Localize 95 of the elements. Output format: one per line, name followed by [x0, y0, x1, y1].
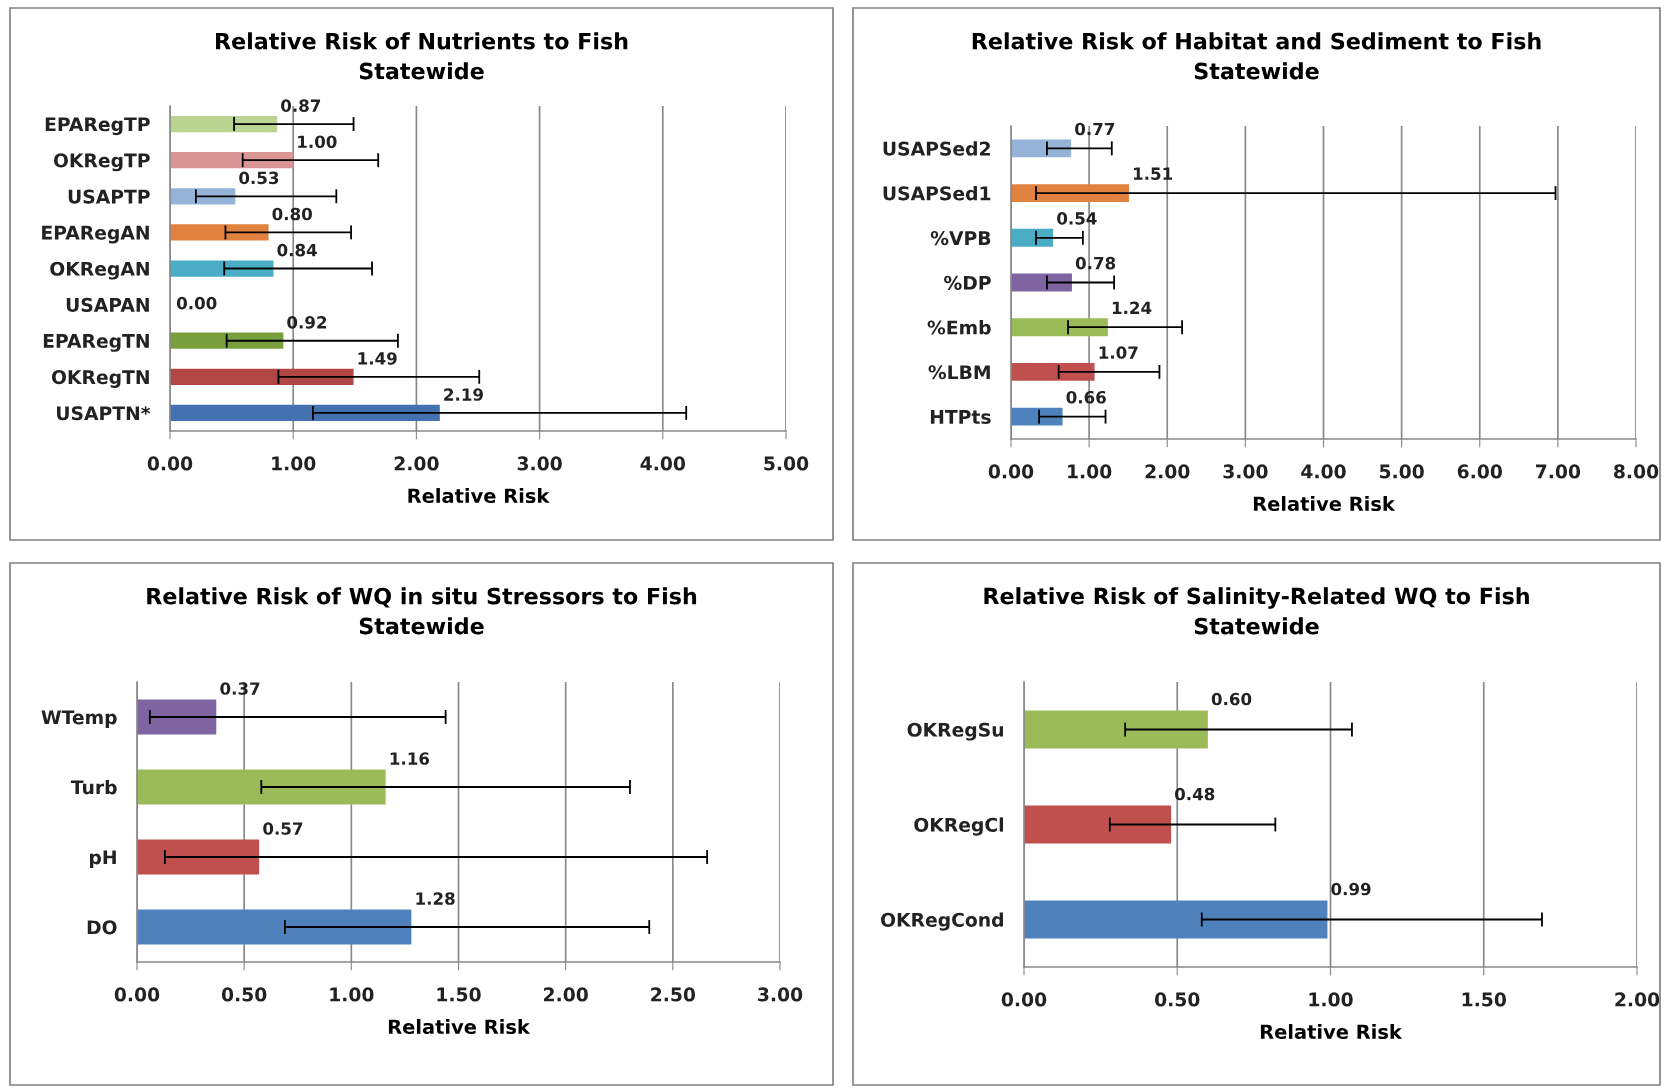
y-tick-label: OKRegTN: [51, 369, 149, 388]
x-tick-label: 7.00: [1536, 464, 1581, 479]
y-tick-label: EPARegTN: [43, 334, 149, 352]
x-axis-title: Relative Risk: [1260, 1024, 1403, 1040]
y-tick-label: USAPSed2: [883, 141, 990, 156]
x-tick-label: 8.00: [1614, 464, 1659, 479]
x-tick-label: 0.50: [1155, 992, 1200, 1007]
x-tick-label: 5.00: [764, 456, 809, 471]
x-tick-label: 1.00: [1068, 464, 1112, 479]
y-tick-label: OKRegAN: [50, 261, 149, 280]
data-label: 0.00: [176, 296, 217, 310]
bar: [1024, 805, 1172, 844]
x-tick-label: 6.00: [1457, 464, 1502, 479]
bar: [170, 404, 440, 422]
bar: [170, 260, 274, 277]
y-tick-label: WTemp: [41, 710, 117, 729]
bar: [170, 368, 354, 385]
x-tick-label: 1.00: [330, 987, 374, 1002]
data-label: 0.54: [1057, 212, 1097, 225]
y-tick-label: EPARegTP: [45, 117, 150, 136]
x-axis-title: Relative Risk: [1253, 496, 1396, 512]
data-label: 2.19: [444, 388, 483, 401]
data-label: 1.28: [416, 892, 455, 905]
x-tick-label: 2.00: [1145, 464, 1190, 479]
x-axis-title: Relative Risk: [408, 488, 550, 504]
x-tick-label: 3.00: [1223, 464, 1268, 479]
data-label: 0.60: [1211, 692, 1252, 706]
y-tick-label: OKRegCond: [881, 912, 1003, 931]
bar: [1024, 900, 1328, 939]
x-axis-title: Relative Risk: [388, 1019, 531, 1035]
y-tick-label: USAPTP: [68, 189, 150, 204]
data-label: 0.57: [263, 822, 303, 835]
x-tick-label: 2.00: [1615, 992, 1660, 1007]
y-tick-label: DO: [87, 920, 117, 935]
x-tick-label: 2.00: [544, 987, 588, 1002]
x-tick-label: 1.50: [1462, 992, 1506, 1007]
x-tick-label: 2.50: [651, 987, 696, 1002]
x-tick-label: 0.00: [988, 464, 1034, 479]
bar: [137, 909, 412, 945]
data-label: 0.48: [1174, 787, 1215, 801]
y-tick-label: OKRegSu: [907, 722, 1003, 741]
x-tick-label: 0.00: [147, 456, 193, 471]
chart-title: Relative Risk of Habitat and Sediment to Fish Statewide: [972, 32, 1541, 80]
y-tick-label: %LBM: [928, 365, 990, 380]
y-tick-label: EPARegAN: [42, 225, 149, 244]
bar: [170, 224, 269, 241]
data-label: 1.49: [358, 352, 397, 365]
y-tick-label: %VPB: [930, 230, 991, 246]
y-tick-label: USAPAN: [66, 297, 149, 312]
bar: [170, 115, 278, 133]
chart-title: Relative Risk of Nutrients to Fish Statewide: [216, 32, 628, 80]
y-tick-label: USAPSed1: [883, 185, 991, 201]
x-tick-label: 3.00: [758, 987, 803, 1002]
data-label: 0.84: [277, 243, 317, 257]
x-tick-label: 4.00: [1301, 464, 1346, 479]
data-label: 0.92: [287, 316, 327, 329]
x-tick-label: 0.00: [114, 987, 160, 1002]
y-tick-label: OKRegCl: [914, 817, 1003, 836]
y-tick-label: HTPts: [930, 410, 991, 425]
y-tick-label: pH: [90, 850, 116, 869]
data-label: 0.87: [281, 99, 321, 112]
data-label: 0.66: [1066, 390, 1106, 404]
data-label: 0.53: [239, 171, 279, 185]
x-tick-label: 1.00: [272, 456, 316, 471]
chart-title: Relative Risk of Salinity-Related WQ to Fish Statewide: [984, 587, 1529, 635]
data-label: 0.99: [1331, 882, 1371, 896]
x-tick-label: 1.50: [437, 987, 481, 1002]
x-tick-label: 5.00: [1379, 464, 1424, 479]
bar: [137, 839, 260, 875]
bar: [137, 699, 217, 735]
y-tick-label: Turb: [70, 779, 117, 795]
y-tick-label: OKRegTP: [53, 153, 150, 172]
data-label: 0.37: [220, 682, 260, 695]
x-tick-label: 1.00: [1309, 992, 1353, 1007]
data-label: 0.78: [1075, 256, 1116, 270]
data-label: 1.00: [298, 135, 337, 149]
bar: [170, 332, 284, 349]
chart-title: Relative Risk of WQ in situ Stressors to Fish Statewide: [147, 587, 697, 635]
x-tick-label: 0.50: [221, 987, 267, 1002]
data-label: 1.24: [1112, 301, 1152, 314]
data-label: 0.80: [272, 207, 312, 221]
y-tick-label: %DP: [944, 275, 991, 290]
x-tick-label: 0.00: [1001, 992, 1047, 1007]
bar: [137, 769, 386, 805]
x-tick-label: 4.00: [640, 456, 686, 471]
data-label: 1.07: [1099, 346, 1138, 359]
data-label: 0.77: [1075, 122, 1115, 136]
y-tick-label: USAPTN*: [57, 406, 151, 421]
bar: [1024, 710, 1208, 749]
y-tick-label: %Emb: [927, 320, 991, 335]
x-tick-label: 2.00: [394, 456, 439, 471]
bar: [170, 152, 294, 169]
data-label: 1.16: [390, 752, 430, 765]
x-tick-label: 3.00: [517, 456, 562, 471]
data-label: 1.51: [1133, 167, 1173, 181]
